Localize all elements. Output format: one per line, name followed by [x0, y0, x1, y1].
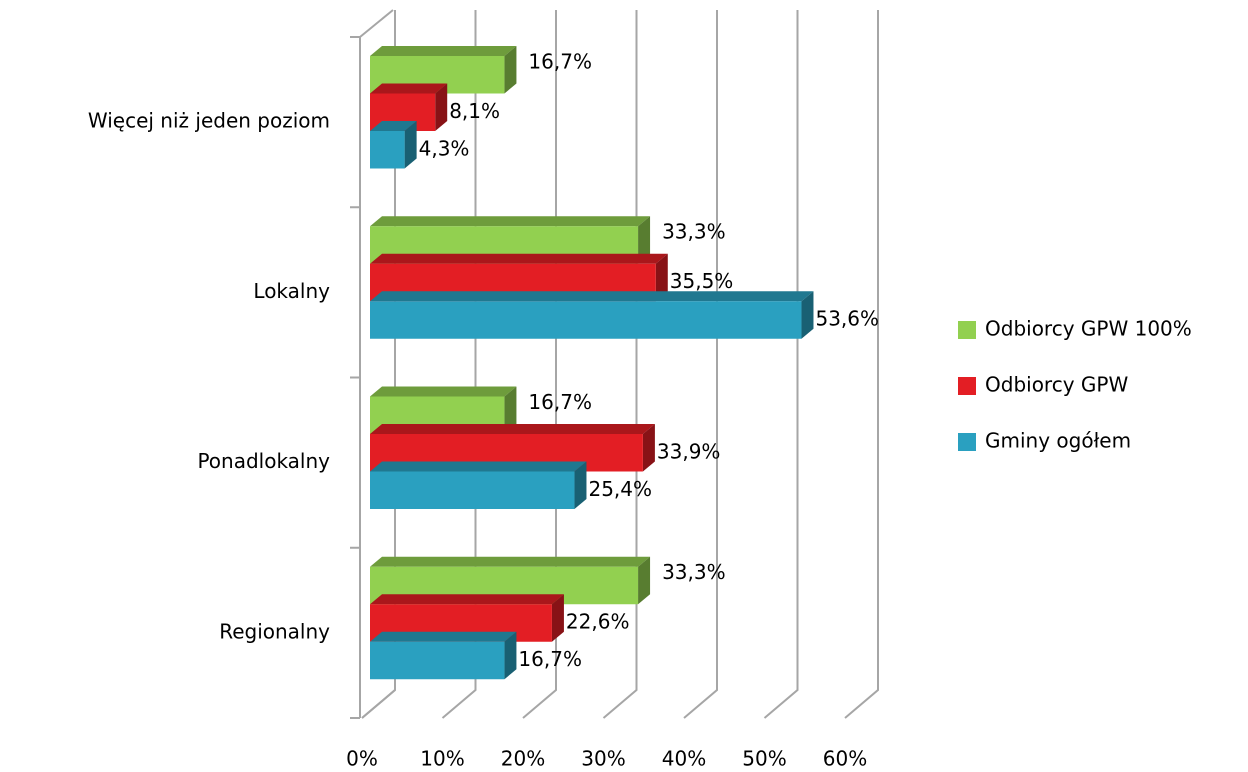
data-label: 33,3% [662, 560, 726, 584]
legend-swatch [958, 377, 976, 395]
bar-top [370, 46, 517, 56]
bar-side [638, 216, 651, 264]
x-tick-label: 60% [823, 747, 867, 771]
data-label: 33,3% [662, 220, 726, 244]
bar-top [370, 216, 651, 227]
grid-line [844, 10, 879, 719]
data-label: 16,7% [518, 647, 582, 671]
bar [370, 461, 587, 509]
data-label: 33,9% [657, 439, 721, 463]
legend-swatch [958, 433, 976, 451]
bar-front [370, 641, 505, 680]
bar-top [370, 291, 814, 302]
bar-top [370, 253, 668, 264]
bar-side [504, 631, 517, 680]
y-tick-label: Więcej niż jeden poziom [88, 109, 330, 133]
x-tick-label: 10% [420, 747, 464, 771]
floor-edge [361, 689, 396, 719]
data-label: 16,7% [528, 390, 592, 414]
bar-side [801, 291, 814, 339]
bar [370, 424, 655, 472]
legend-label: Odbiorcy GPW [985, 373, 1128, 397]
grid-line [683, 10, 718, 719]
data-label: 35,5% [670, 269, 734, 293]
bar-top [370, 121, 417, 131]
bar [370, 631, 517, 680]
legend-label: Odbiorcy GPW 100% [985, 317, 1192, 341]
bar [370, 291, 814, 339]
legend-label: Gminy ogółem [985, 429, 1131, 453]
bar-side [551, 594, 564, 642]
y-tick-label: Lokalny [253, 279, 330, 303]
bar-front [370, 301, 802, 339]
bar-top [370, 424, 655, 434]
data-label: 53,6% [815, 307, 879, 331]
data-label: 8,1% [449, 99, 500, 123]
bar-side [404, 121, 417, 169]
legend-swatch [958, 321, 976, 339]
y-tick-label: Regionalny [219, 619, 330, 643]
bar-side [435, 83, 448, 131]
bar-front [370, 131, 405, 169]
bar-top [370, 594, 564, 605]
x-tick-label: 20% [501, 747, 545, 771]
bar-top [370, 83, 448, 94]
data-label: 22,6% [566, 610, 630, 634]
bar-top [370, 461, 587, 472]
data-label: 4,3% [419, 136, 470, 160]
x-tick-label: 50% [742, 747, 786, 771]
bar-front [370, 471, 575, 509]
x-tick-label: 0% [346, 747, 378, 771]
bar-side [574, 461, 587, 509]
bar-side [504, 386, 517, 434]
y-tick-label: Ponadlokalny [197, 449, 330, 473]
data-label: 16,7% [528, 49, 592, 73]
data-label: 25,4% [588, 477, 652, 501]
bar-top [370, 631, 517, 642]
bar-side [642, 424, 655, 472]
x-tick-label: 30% [581, 747, 625, 771]
x-tick-label: 40% [662, 747, 706, 771]
bar [370, 121, 417, 169]
bar-side [504, 46, 517, 94]
grid-line [763, 10, 799, 719]
bar-top [370, 556, 651, 567]
left-wall-top [359, 9, 394, 38]
bar-side [655, 253, 668, 302]
bar-side [638, 556, 651, 605]
bar-top [370, 386, 517, 397]
